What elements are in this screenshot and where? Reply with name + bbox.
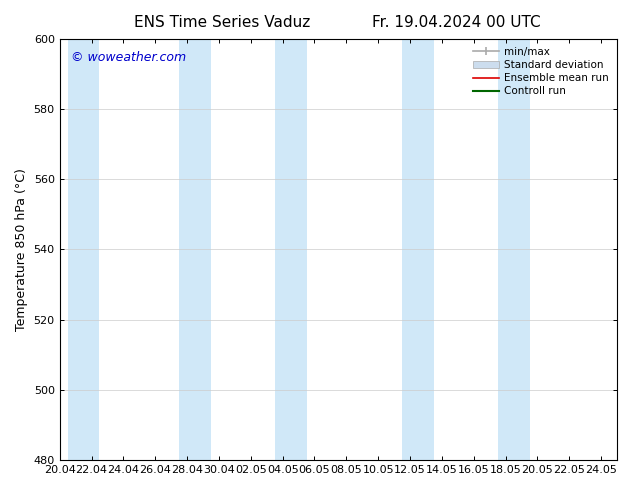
Bar xyxy=(179,39,211,460)
Legend: min/max, Standard deviation, Ensemble mean run, Controll run: min/max, Standard deviation, Ensemble me… xyxy=(470,44,612,99)
Y-axis label: Temperature 850 hPa (°C): Temperature 850 hPa (°C) xyxy=(15,168,28,331)
Bar xyxy=(498,39,529,460)
Text: ENS Time Series Vaduz: ENS Time Series Vaduz xyxy=(134,15,310,30)
Bar xyxy=(275,39,306,460)
Bar xyxy=(68,39,100,460)
Text: © woweather.com: © woweather.com xyxy=(71,51,186,64)
Text: Fr. 19.04.2024 00 UTC: Fr. 19.04.2024 00 UTC xyxy=(372,15,541,30)
Bar xyxy=(402,39,434,460)
